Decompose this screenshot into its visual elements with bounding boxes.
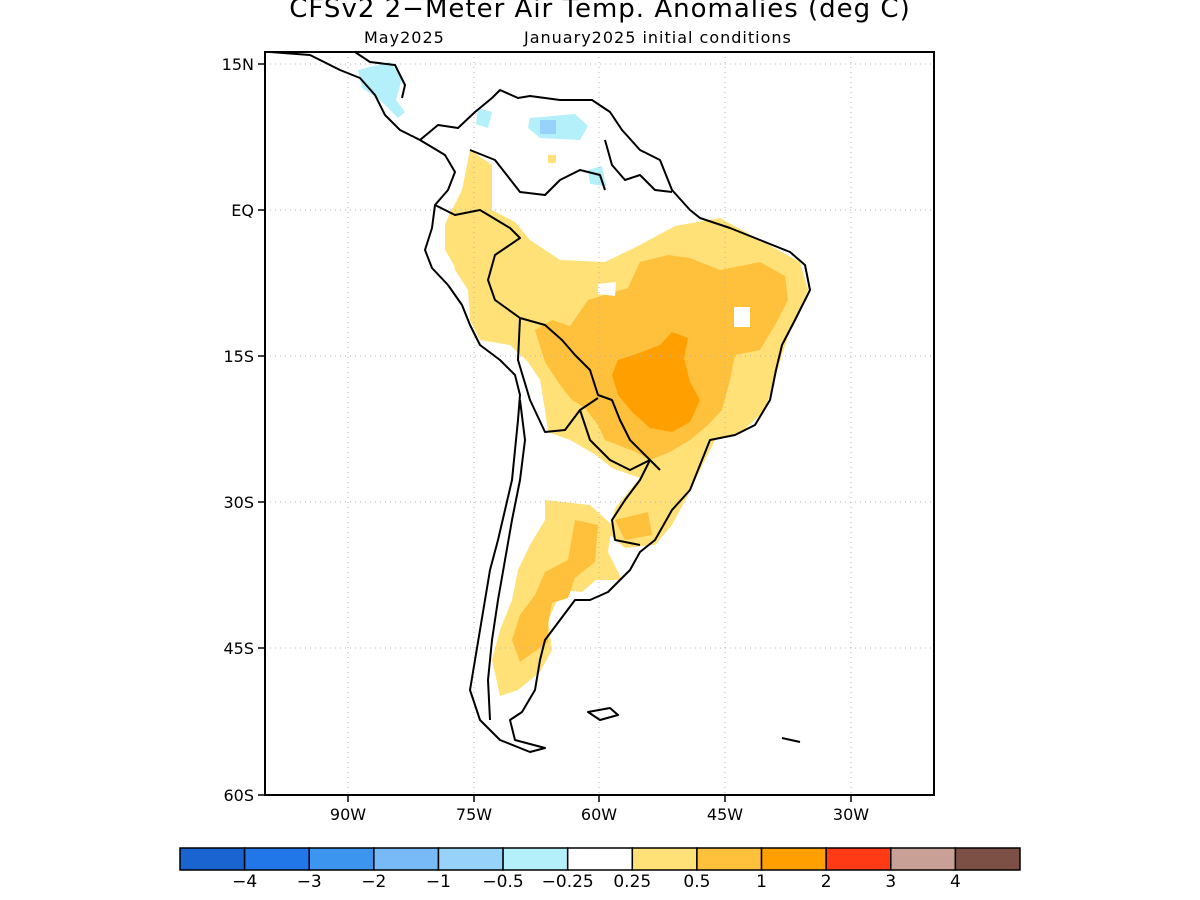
colorbar-label: 0.25 <box>613 872 652 892</box>
colorbar-swatch <box>502 847 569 871</box>
colorbar-swatch <box>760 847 827 871</box>
lat-label: 15S <box>223 347 254 366</box>
falklands <box>587 707 619 721</box>
colorbar-label: −0.25 <box>541 872 594 892</box>
border-colombia <box>469 149 606 196</box>
border-brazil-west <box>519 317 661 471</box>
colorbar-swatch <box>179 847 246 871</box>
cool-core-venezuela <box>540 120 556 134</box>
cool-patch-central-america <box>358 62 405 118</box>
border-argentina-brazil <box>611 459 651 546</box>
lon-label: 90W <box>330 805 366 824</box>
colorbar-swatch <box>954 847 1021 871</box>
cool-patch-colombia <box>476 108 492 128</box>
warm-light-small <box>548 155 556 163</box>
lon-label: 75W <box>456 805 492 824</box>
lon-label: 30W <box>833 805 869 824</box>
colorbar-swatch <box>566 847 634 871</box>
lat-label: 60S <box>223 786 254 805</box>
colorbar-label: 2 <box>820 872 832 892</box>
border-guianas <box>604 139 673 193</box>
cool-patch-venezuela <box>528 114 588 140</box>
colorbar-label: −1 <box>425 872 451 892</box>
colorbar-label: −2 <box>361 872 387 892</box>
warm-light-west-amazon <box>445 208 478 272</box>
colorbar-label: 1 <box>756 872 767 892</box>
border-paraguay <box>579 409 651 471</box>
lat-label: 45S <box>223 639 254 658</box>
colorbar-swatch <box>825 847 892 871</box>
colorbar <box>179 847 1021 871</box>
colorbar-swatch <box>437 847 504 871</box>
warm-mid-uruguay <box>615 512 652 540</box>
lon-label: 45W <box>707 805 743 824</box>
map-title: CFSv2 2−Meter Air Temp. Anomalies (deg C… <box>289 0 911 24</box>
colorbar-swatch <box>243 847 310 871</box>
colorbar-swatch <box>373 847 440 871</box>
colorbar-label: 0.5 <box>683 872 711 892</box>
colorbar-swatch <box>696 847 763 871</box>
colorbar-swatch <box>308 847 375 871</box>
warm-mid-patagonia <box>512 520 598 662</box>
colorbar-label: −0.5 <box>482 872 524 892</box>
coastlines <box>269 52 811 753</box>
lon-labels: 90W 75W 60W 45W 30W <box>330 805 869 824</box>
south-georgia <box>781 737 801 743</box>
initial-conditions: January2025 initial conditions <box>524 28 792 47</box>
border-ecuador-peru <box>434 204 521 319</box>
colorbar-swatch <box>631 847 698 871</box>
colorbar-label: 3 <box>885 872 897 892</box>
lon-label: 60W <box>581 805 617 824</box>
colorbar-swatch <box>890 847 957 871</box>
lat-label: EQ <box>231 201 254 220</box>
lat-label: 30S <box>223 493 254 512</box>
anomaly-shading <box>358 62 808 696</box>
colorbar-label: 4 <box>949 872 961 892</box>
ticks <box>258 63 852 802</box>
neutral-spot-amazon <box>598 282 616 296</box>
neutral-box <box>734 307 750 327</box>
warm-strong-core <box>612 332 700 432</box>
colorbar-label: −4 <box>232 872 258 892</box>
forecast-month: May2025 <box>364 28 445 47</box>
colorbar-label: −3 <box>296 872 322 892</box>
lat-labels: 15N EQ 15S 30S 45S 60S <box>222 55 254 805</box>
coastline-south-america <box>419 89 811 753</box>
border-argentina-chile <box>487 399 526 721</box>
lat-label: 15N <box>222 55 254 74</box>
coastline-central-america <box>269 52 421 141</box>
